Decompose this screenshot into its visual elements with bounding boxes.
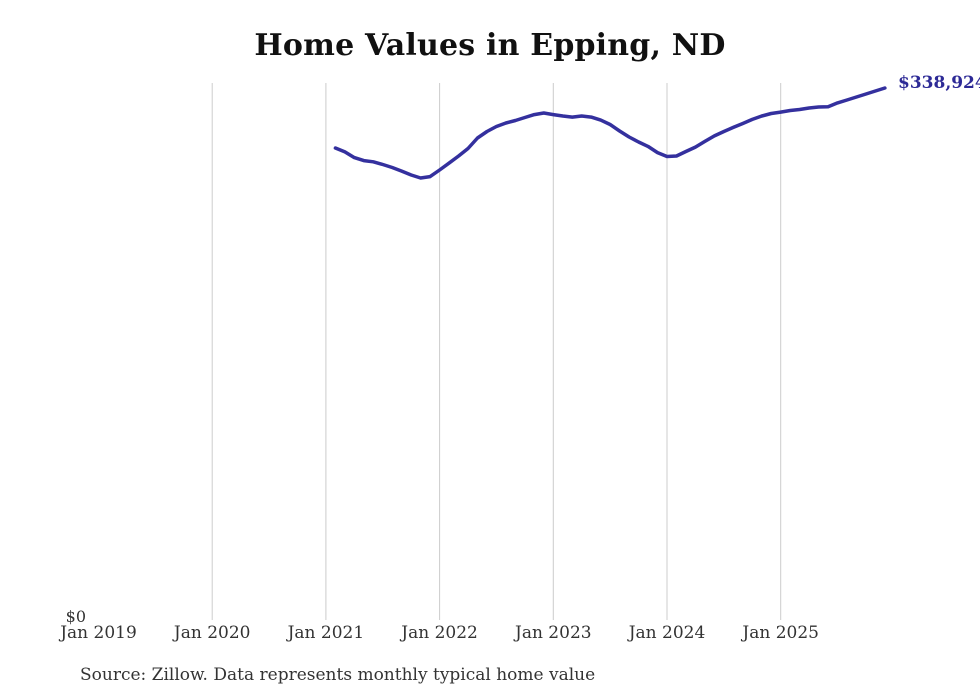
x-tick-label: Jan 2020 (173, 623, 251, 643)
y-axis-zero-label: $0 (65, 607, 86, 626)
x-tick-label: Jan 2019 (60, 623, 137, 643)
x-tick-label: Jan 2024 (628, 623, 706, 643)
source-note: Source: Zillow. Data represents monthly … (80, 665, 596, 685)
series-line (333, 86, 887, 180)
x-tick-label: Jan 2023 (515, 623, 592, 643)
x-tick-label: Jan 2021 (287, 623, 365, 643)
x-tick-label: Jan 2022 (401, 623, 478, 643)
chart-title: Home Values in Epping, ND (254, 28, 726, 63)
x-tick-label: Jan 2025 (742, 623, 819, 643)
line-end-value-label: $338,924 (898, 73, 980, 93)
